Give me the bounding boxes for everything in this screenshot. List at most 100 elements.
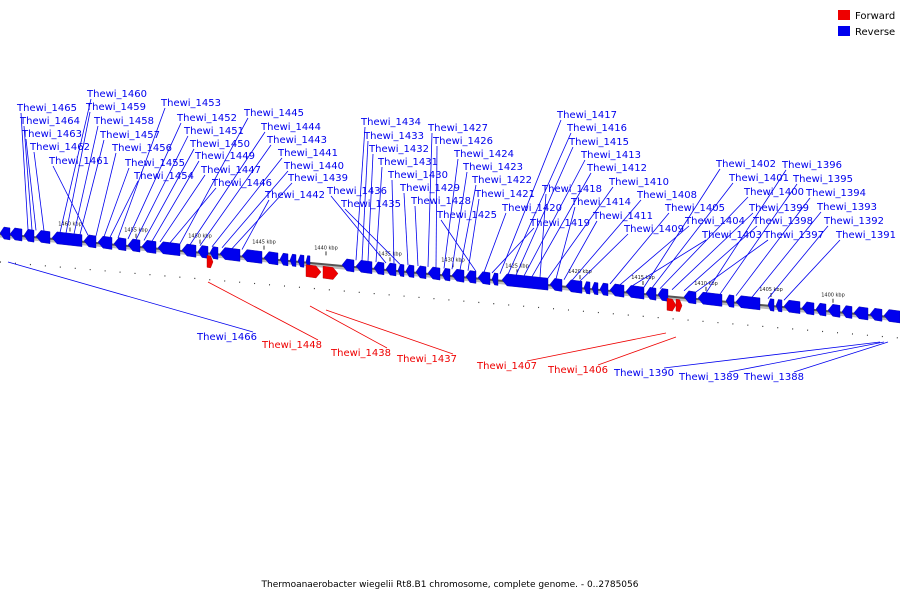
label-leader-line (547, 186, 614, 279)
gene-label-top: Thewi_1429 (399, 183, 460, 194)
reverse-gene-arrow (297, 254, 305, 268)
gene-label-bottom: Thewi_1448 (261, 340, 322, 351)
gene-label-top: Thewi_1445 (243, 108, 304, 119)
gene-label-top: Thewi_1405 (664, 203, 725, 214)
label-leader-line (555, 206, 576, 279)
gene-label-top: Thewi_1421 (474, 189, 535, 200)
gene-label-top: Thewi_1449 (194, 151, 255, 162)
label-leader-line (361, 140, 369, 261)
gene-label-top: Thewi_1393 (816, 202, 877, 213)
reverse-gene-arrow (609, 283, 625, 298)
scale-tick-label: 1450 kbp (188, 234, 212, 240)
label-leader-line (199, 144, 272, 246)
gene-label-top: Thewi_1404 (684, 216, 745, 227)
gene-label-top: Thewi_1422 (471, 175, 532, 186)
gene-label-top: Thewi_1452 (176, 113, 237, 124)
lower-dot-track (0, 261, 900, 339)
label-leader-line (59, 98, 92, 233)
reverse-gene-arrow (289, 253, 297, 267)
gene-label-top: Thewi_1428 (410, 196, 471, 207)
label-leader-line (597, 336, 677, 366)
reverse-gene-arrow (827, 304, 841, 318)
label-leader-line (793, 341, 889, 373)
gene-label-top: Thewi_1455 (124, 158, 185, 169)
gene-label-bottom: Thewi_1438 (330, 348, 391, 359)
gene-label-top: Thewi_1446 (211, 178, 272, 189)
label-leader-line (651, 182, 734, 289)
reverse-gene-arrow (853, 306, 869, 321)
label-leader-line (683, 225, 758, 292)
reverse-gene-arrow (279, 252, 289, 267)
gene-label-top: Thewi_1411 (592, 211, 653, 222)
gene-label-top: Thewi_1434 (360, 117, 421, 128)
reverse-gene-arrow (355, 260, 373, 274)
gene-label-top: Thewi_1465 (16, 103, 77, 114)
gene-label-bottom: Thewi_1466 (196, 332, 257, 343)
reverse-gene-arrow (209, 246, 219, 260)
reverse-gene-arrow (83, 234, 97, 249)
gene-label-top: Thewi_1408 (636, 190, 697, 201)
label-leader-line (65, 111, 91, 234)
gene-label-top: Thewi_1413 (580, 150, 641, 161)
gene-label-top: Thewi_1420 (501, 203, 562, 214)
reverse-swatch (838, 26, 850, 36)
reverse-gene-arrow (127, 238, 141, 253)
scale-tick-label: 1445 kbp (252, 240, 276, 246)
label-leader-line (25, 138, 37, 231)
forward-gene-arrow (322, 265, 339, 280)
label-leader-line (695, 239, 769, 293)
scale-tick-label: 1440 kbp (314, 245, 338, 251)
gene-label-top: Thewi_1401 (728, 173, 789, 184)
gene-label-bottom: Thewi_1407 (476, 361, 537, 372)
label-leader-line (207, 281, 319, 341)
label-leader-line (330, 195, 387, 264)
label-leader-line (20, 112, 29, 230)
reverse-gene-arrow (263, 251, 279, 266)
reverse-gene-arrow (801, 301, 815, 316)
gene-track (0, 226, 900, 324)
gene-label-top: Thewi_1414 (570, 197, 631, 208)
reverse-gene-arrow (815, 302, 827, 317)
gene-label-top: Thewi_1454 (133, 171, 194, 182)
label-leader-line (427, 132, 433, 267)
reverse-gene-arrow (197, 245, 209, 259)
label-leader-line (117, 107, 166, 239)
label-leader-line (79, 139, 105, 235)
gene-label-top: Thewi_1398 (752, 216, 813, 227)
label-leader-line (671, 212, 754, 291)
gene-label-top: Thewi_1397 (763, 230, 824, 241)
reverse-gene-arrow (491, 272, 499, 286)
reverse-gene-arrow (657, 288, 669, 302)
gene-label-top: Thewi_1451 (183, 126, 244, 137)
gene-label-top: Thewi_1456 (111, 143, 172, 154)
gene-label-top: Thewi_1435 (340, 199, 401, 210)
label-leader-line (459, 184, 477, 271)
label-leader-line (95, 152, 117, 237)
gene-label-top: Thewi_1433 (363, 131, 424, 142)
reverse-gene-arrow (697, 291, 723, 307)
gene-label-top: Thewi_1392 (823, 216, 884, 227)
gene-label-top: Thewi_1439 (287, 173, 348, 184)
reverse-gene-arrow (157, 241, 181, 257)
gene-label-top: Thewi_1431 (377, 157, 438, 168)
gene-label-bottom: Thewi_1389 (678, 372, 739, 383)
gene-label-top: Thewi_1464 (19, 116, 80, 127)
label-leader-line (507, 132, 572, 275)
label-leader-line (127, 122, 182, 240)
gene-label-top: Thewi_1423 (462, 162, 523, 173)
gene-label-top: Thewi_1458 (93, 116, 154, 127)
label-leader-line (467, 198, 480, 271)
gene-label-top: Thewi_1425 (436, 210, 497, 221)
forward-gene-arrow (305, 264, 322, 279)
scale-tick-label: 1460 kbp (58, 222, 82, 228)
gene-label-top: Thewi_1394 (805, 188, 866, 199)
gene-label-top: Thewi_1391 (835, 230, 896, 241)
label-leader-line (344, 208, 401, 265)
scale-tick-label: 1410 kbp (694, 281, 718, 287)
label-leader-line (179, 117, 249, 244)
gene-label-top: Thewi_1453 (160, 98, 221, 109)
gene-label-top: Thewi_1457 (99, 130, 160, 141)
reverse-gene-arrow (441, 268, 451, 282)
label-leader-line (719, 183, 798, 295)
